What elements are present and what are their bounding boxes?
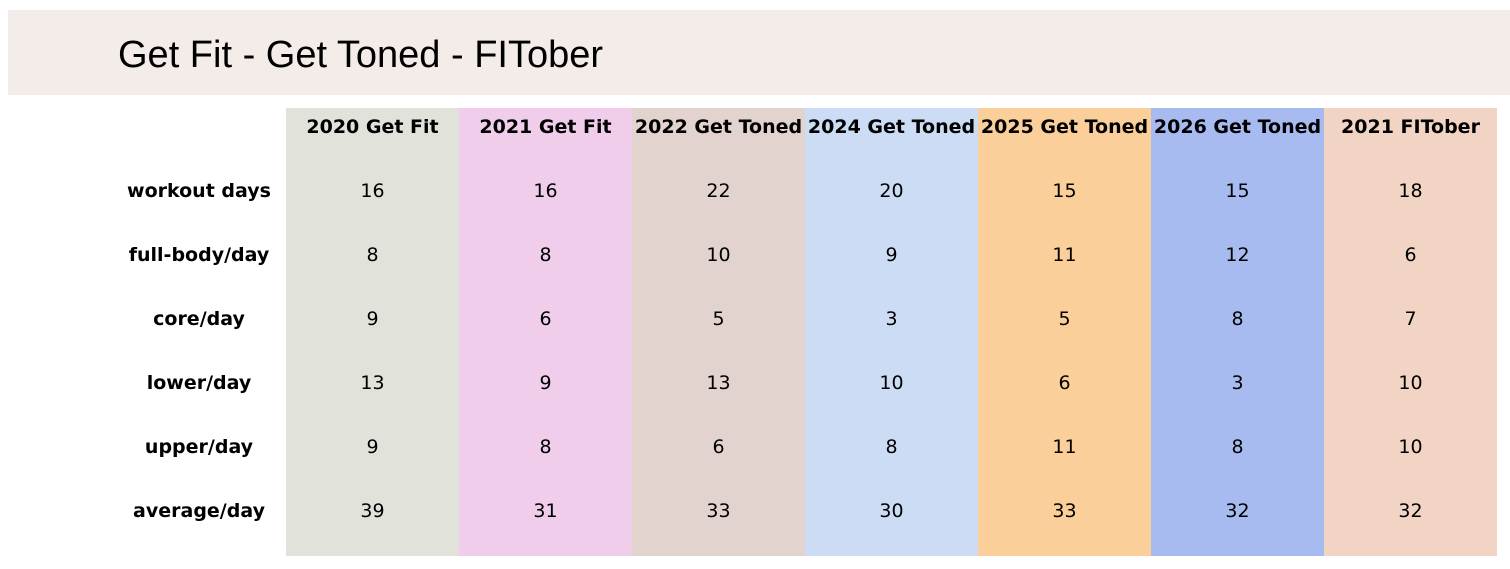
table-cell: 13 (360, 372, 385, 394)
table-cell: 6 (1058, 372, 1071, 394)
column-header: 2021 Get Fit (479, 116, 612, 138)
table-cell: 3 (885, 308, 898, 330)
table-cell: 15 (1052, 180, 1077, 202)
table-cell: 10 (1398, 436, 1423, 458)
table-cell: 6 (712, 436, 725, 458)
table-cell: 10 (706, 244, 731, 266)
row-label: full-body/day (128, 244, 270, 266)
table-cell: 8 (1231, 308, 1244, 330)
table-cell: 3 (1231, 372, 1244, 394)
table-cell: 9 (885, 244, 898, 266)
row-label: core/day (153, 308, 245, 330)
row-label: upper/day (144, 436, 254, 458)
title: Get Fit - Get Toned - FITober (118, 34, 604, 76)
table-cell: 33 (706, 500, 731, 522)
column-header: 2026 Get Toned (1153, 116, 1322, 138)
table-cell: 9 (366, 308, 379, 330)
table-cell: 11 (1052, 436, 1077, 458)
column-background (1151, 108, 1324, 556)
table-cell: 6 (539, 308, 552, 330)
table-cell: 12 (1225, 244, 1250, 266)
table-cell: 6 (1404, 244, 1417, 266)
row-label: workout days (127, 180, 271, 202)
column-header: 2025 Get Toned (980, 116, 1149, 138)
table-cell: 15 (1225, 180, 1250, 202)
table-cell: 5 (1058, 308, 1071, 330)
table-cell: 5 (712, 308, 725, 330)
table-cell: 18 (1398, 180, 1423, 202)
table-cell: 13 (706, 372, 731, 394)
table-cell: 16 (360, 180, 385, 202)
column-background (805, 108, 978, 556)
column-header: 2022 Get Toned (634, 116, 803, 138)
table-cell: 30 (879, 500, 904, 522)
table-cell: 9 (539, 372, 552, 394)
column-header: 2020 Get Fit (306, 116, 439, 138)
row-label: lower/day (146, 372, 252, 394)
column-background (632, 108, 805, 556)
table-cell: 39 (360, 500, 385, 522)
table-cell: 33 (1052, 500, 1077, 522)
row-label: average/day (133, 500, 265, 522)
table-cell: 32 (1225, 500, 1250, 522)
column-header: 2024 Get Toned (807, 116, 976, 138)
table-cell: 11 (1052, 244, 1077, 266)
table-cell: 22 (706, 180, 731, 202)
table-cell: 9 (366, 436, 379, 458)
table-cell: 8 (539, 436, 552, 458)
table-cell: 20 (879, 180, 904, 202)
table-cell: 10 (1398, 372, 1423, 394)
column-background (1324, 108, 1497, 556)
column-background (978, 108, 1151, 556)
column-header: 2021 FITober (1341, 116, 1480, 138)
table-cell: 16 (533, 180, 558, 202)
table-cell: 7 (1404, 308, 1417, 330)
table-cell: 31 (533, 500, 558, 522)
header-banner: Get Fit - Get Toned - FITober (8, 10, 1510, 95)
column-background (459, 108, 632, 556)
table-cell: 10 (879, 372, 904, 394)
table-cell: 8 (539, 244, 552, 266)
table-cell: 8 (366, 244, 379, 266)
table-cell: 8 (885, 436, 898, 458)
table-cell: 8 (1231, 436, 1244, 458)
table-cell: 32 (1398, 500, 1423, 522)
column-background (286, 108, 459, 556)
